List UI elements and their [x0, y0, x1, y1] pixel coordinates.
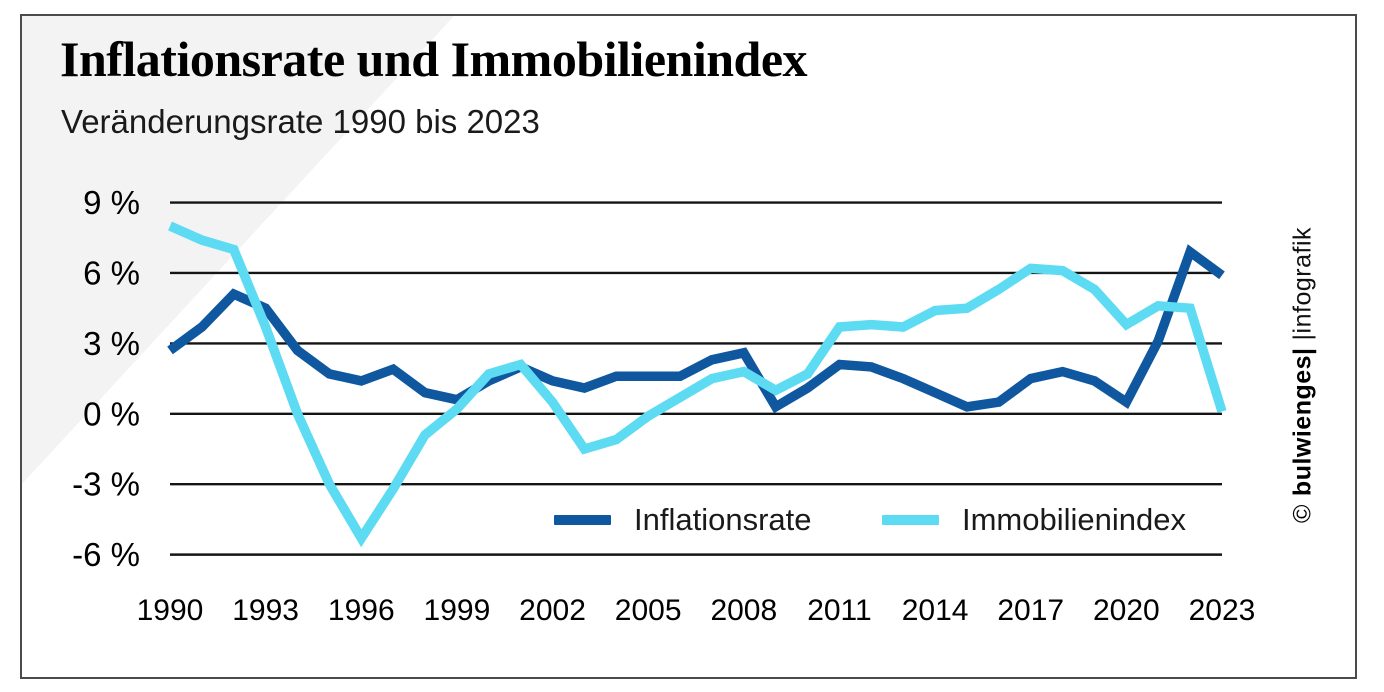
watermark-credit: © bulwienges| |infografik [1289, 227, 1318, 523]
y-axis-label-3: 3 % [83, 325, 140, 362]
legend-label-immobilienindex: Immobilienindex [962, 502, 1186, 537]
series-line-inflationsrate [167, 244, 1225, 414]
x-axis-label-1990: 1990 [137, 594, 204, 627]
x-axis-label-2014: 2014 [902, 594, 969, 627]
x-axis-label-2005: 2005 [615, 594, 682, 627]
chart-subtitle: Veränderungsrate 1990 bis 2023 [61, 103, 540, 140]
y-axis-label--3: -3 % [72, 466, 140, 503]
watermark-suffix: |infografik [1288, 227, 1317, 341]
legend-item-inflationsrate: Inflationsrate [554, 502, 812, 537]
x-axis-label-2020: 2020 [1093, 594, 1160, 627]
x-axis-label-2008: 2008 [710, 594, 777, 627]
x-axis-label-1993: 1993 [232, 594, 299, 627]
y-axis-label-6: 6 % [83, 254, 140, 291]
x-axis-label-1999: 1999 [424, 594, 491, 627]
legend-swatch-inflationsrate [554, 515, 611, 525]
legend-item-immobilienindex: Immobilienindex [882, 502, 1186, 537]
legend-label-inflationsrate: Inflationsrate [634, 502, 812, 537]
watermark-brand: bulwienges| [1288, 347, 1317, 497]
x-axis-label-2023: 2023 [1189, 594, 1256, 627]
chart-card [20, 14, 1357, 679]
legend-swatch-immobilienindex [882, 515, 939, 525]
series-line-immobilienindex [168, 221, 1227, 548]
y-axis-label-0: 0 % [83, 395, 140, 432]
y-axis-label--6: -6 % [72, 536, 140, 573]
y-axis-label-9: 9 % [83, 184, 140, 221]
x-axis-label-1996: 1996 [328, 594, 395, 627]
x-axis-label-2011: 2011 [807, 594, 872, 627]
chart-title: Inflationsrate und Immobilienindex [60, 31, 808, 87]
watermark-copyright: © [1288, 504, 1317, 523]
x-axis-label-2017: 2017 [997, 594, 1064, 627]
x-axis-label-2002: 2002 [519, 594, 586, 627]
